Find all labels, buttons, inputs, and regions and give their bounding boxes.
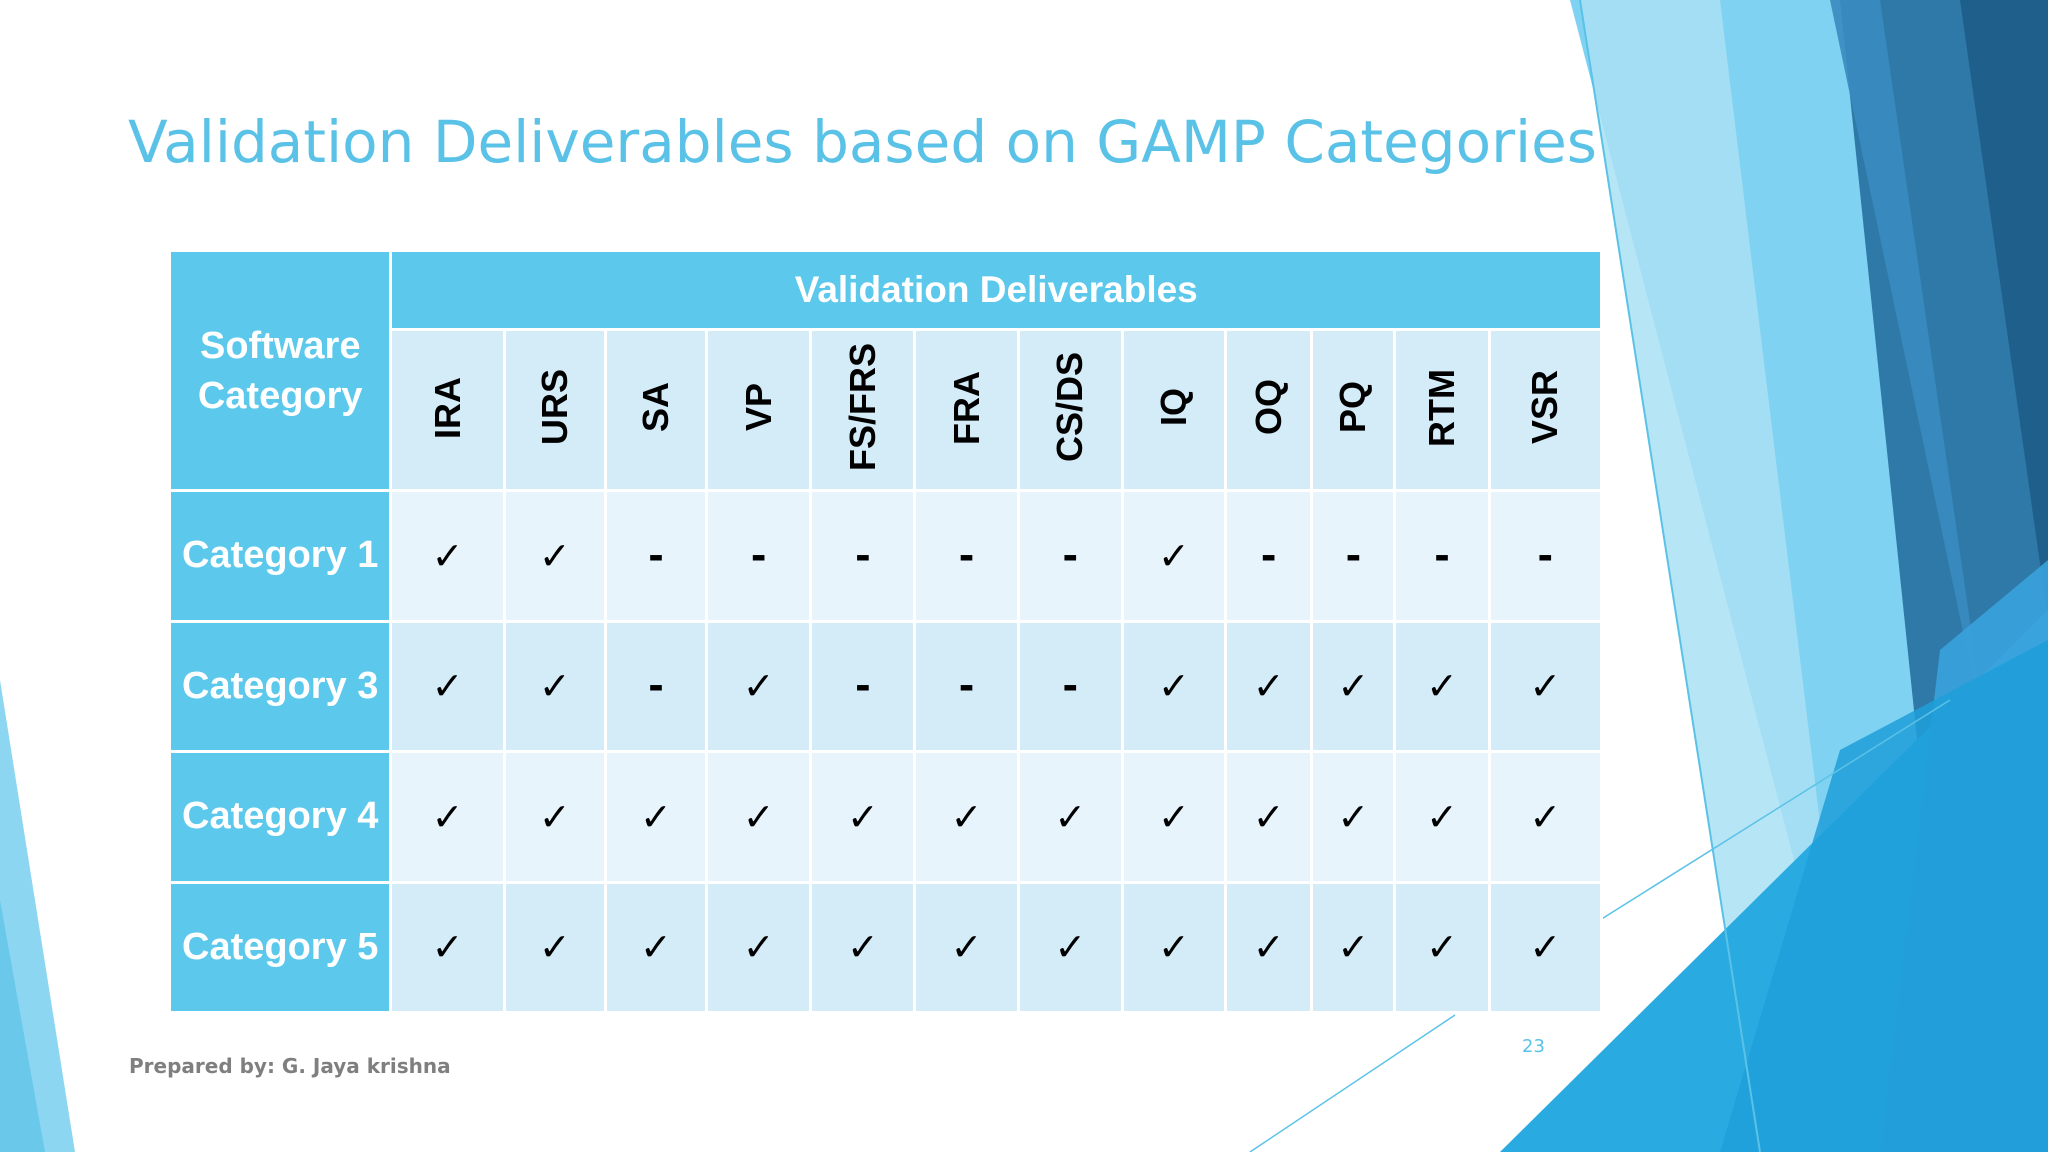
table-cell: - — [1487, 489, 1604, 623]
table-cell: ✓ — [1487, 619, 1604, 753]
slide-title: Validation Deliverables based on GAMP Ca… — [128, 108, 1597, 176]
column-header: IQ — [1120, 328, 1228, 492]
table-cell: ✓ — [389, 489, 506, 623]
column-header: FRA — [913, 328, 1020, 492]
table-cell: ✓ — [1120, 619, 1228, 753]
footer-author: Prepared by: G. Jaya krishna — [129, 1054, 451, 1078]
column-header: PQ — [1310, 328, 1397, 492]
column-header: RTM — [1393, 328, 1491, 492]
table-cell: ✓ — [705, 880, 813, 1014]
table-cell: ✓ — [1120, 880, 1228, 1014]
column-header: OQ — [1224, 328, 1314, 492]
row-header: Category 1 — [167, 489, 393, 623]
table-cell: ✓ — [1487, 750, 1604, 884]
table-cell: ✓ — [603, 880, 709, 1014]
table-cell: ✓ — [1310, 880, 1397, 1014]
table-cell: - — [913, 489, 1020, 623]
table-cell: ✓ — [502, 619, 607, 753]
table-cell: ✓ — [705, 619, 813, 753]
column-header: VSR — [1487, 328, 1604, 492]
table-cell: ✓ — [502, 489, 607, 623]
table-cell: - — [1310, 489, 1397, 623]
group-header-row: Software Category Validation Deliverable… — [167, 249, 1603, 492]
table-cell: ✓ — [1224, 619, 1314, 753]
table-cell: ✓ — [809, 750, 917, 884]
column-header: IRA — [389, 328, 506, 492]
table-cell: ✓ — [1393, 619, 1491, 753]
table-cell: - — [603, 489, 709, 623]
table-cell: ✓ — [502, 750, 607, 884]
table-cell: ✓ — [1393, 750, 1491, 884]
table-cell: - — [603, 619, 709, 753]
table-row: Category 3 ✓ ✓ - ✓ - - - ✓ ✓ ✓ ✓ ✓ — [167, 619, 1604, 753]
table-row: Category 5 ✓ ✓ ✓ ✓ ✓ ✓ ✓ ✓ ✓ ✓ ✓ ✓ — [167, 880, 1604, 1014]
table-cell: ✓ — [1310, 750, 1397, 884]
table-cell: - — [1224, 489, 1314, 623]
table-cell: ✓ — [705, 750, 813, 884]
table-row: Category 4 ✓ ✓ ✓ ✓ ✓ ✓ ✓ ✓ ✓ ✓ ✓ ✓ — [167, 750, 1604, 884]
table-cell: ✓ — [1016, 750, 1124, 884]
validation-deliverables-header: Validation Deliverables — [389, 249, 1603, 331]
table-cell: ✓ — [389, 880, 506, 1014]
table-cell: ✓ — [502, 880, 607, 1014]
table-cell: ✓ — [913, 880, 1020, 1014]
column-header: SA — [603, 328, 709, 492]
page-number: 23 — [1522, 1036, 1545, 1057]
software-category-header: Software Category — [167, 249, 393, 492]
table-row: Category 1 ✓ ✓ - - - - - ✓ - - - - — [167, 489, 1604, 623]
table-cell: - — [1393, 489, 1491, 623]
row-header: Category 5 — [167, 880, 393, 1014]
column-header: CS/DS — [1016, 328, 1124, 492]
column-header: URS — [502, 328, 607, 492]
table-cell: ✓ — [1310, 619, 1397, 753]
column-header: VP — [705, 328, 813, 492]
table-cell: - — [809, 619, 917, 753]
column-header: FS/FRS — [809, 328, 917, 492]
table-cell: - — [1016, 619, 1124, 753]
table-cell: - — [1016, 489, 1124, 623]
deliverables-table: Software Category Validation Deliverable… — [167, 249, 1604, 1014]
table-cell: ✓ — [389, 619, 506, 753]
table-cell: ✓ — [1120, 750, 1228, 884]
table-cell: ✓ — [913, 750, 1020, 884]
table-cell: ✓ — [1487, 880, 1604, 1014]
table-cell: ✓ — [389, 750, 506, 884]
table-cell: ✓ — [603, 750, 709, 884]
table-cell: - — [913, 619, 1020, 753]
table-cell: ✓ — [1016, 880, 1124, 1014]
table-cell: ✓ — [809, 880, 917, 1014]
table-cell: - — [809, 489, 917, 623]
table-cell: ✓ — [1224, 880, 1314, 1014]
row-header: Category 4 — [167, 750, 393, 884]
table-cell: ✓ — [1120, 489, 1228, 623]
table-cell: ✓ — [1224, 750, 1314, 884]
table-cell: - — [705, 489, 813, 623]
table-cell: ✓ — [1393, 880, 1491, 1014]
row-header: Category 3 — [167, 619, 393, 753]
column-header-row: IRA URS SA VP FS/FRS FRA CS/DS IQ OQ PQ … — [170, 328, 1604, 492]
